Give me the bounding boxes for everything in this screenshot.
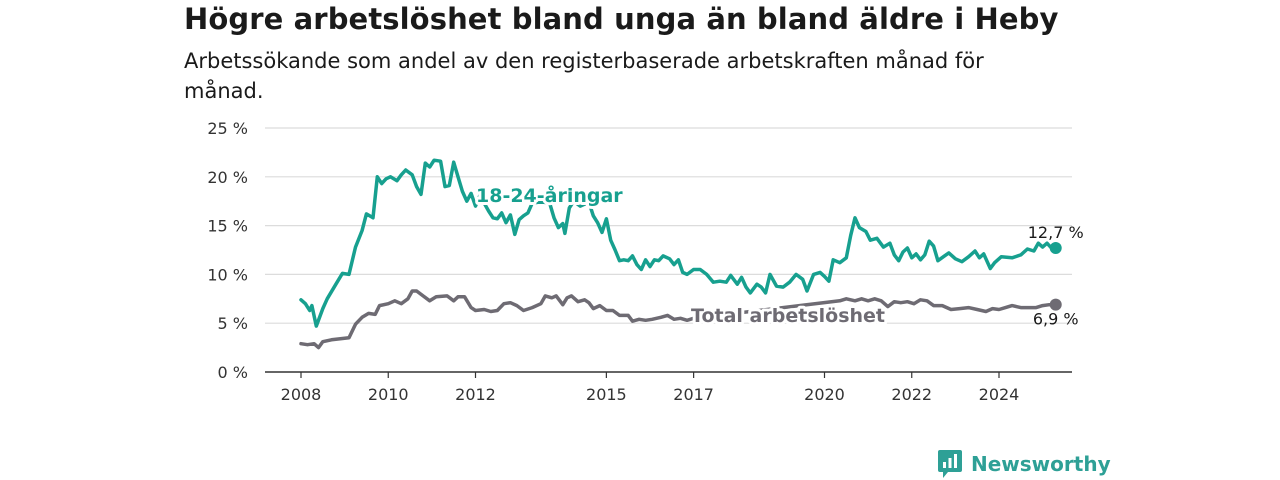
series-label-total: Total arbetslöshet [691,305,885,327]
series-line-youth [299,158,1058,328]
chart-subtitle: Arbetssökande som andel av den registerb… [184,49,984,103]
end-point-youth [1049,242,1062,255]
x-tick-label: 2012 [455,385,496,404]
series-line-total [299,289,1058,350]
y-tick-label: 25 % [207,119,248,138]
x-axis: 2008 2010 2012 2015 2017 2020 2022 2024 [265,371,1072,404]
y-tick-label: 0 % [218,363,248,382]
newsworthy-brand[interactable]: Newsworthy [937,449,1111,479]
brand-name: Newsworthy [971,452,1111,476]
y-axis-tick-labels: 0 % 5 % 10 % 15 % 20 % 25 % [207,119,248,382]
x-tick-label: 2010 [368,385,409,404]
x-tick-label: 2020 [804,385,845,404]
y-tick-label: 15 % [207,217,248,236]
x-tick-label: 2008 [281,385,322,404]
x-tick-label: 2017 [673,385,714,404]
end-value-label-total: 6,9 % [1033,310,1079,329]
series-lines [299,158,1062,350]
series-label-halo-youth: 18-24-åringar [476,183,623,207]
x-tick-label: 2022 [891,385,932,404]
bar-chart-speech-bubble-icon [938,450,962,478]
x-tick-label: 2015 [586,385,627,404]
y-tick-label: 10 % [207,265,248,284]
series-label-halo-total: Total arbetslöshet [691,305,885,327]
gridlines [265,127,1072,324]
chart-title: Högre arbetslöshet bland unga än bland ä… [184,2,1059,36]
y-tick-label: 20 % [207,168,248,187]
end-value-label-youth: 12,7 % [1028,223,1084,242]
end-point-total [1049,298,1062,311]
y-tick-label: 5 % [218,314,248,333]
series-label-youth: 18-24-åringar [476,183,623,207]
x-tick-label: 2024 [979,385,1020,404]
